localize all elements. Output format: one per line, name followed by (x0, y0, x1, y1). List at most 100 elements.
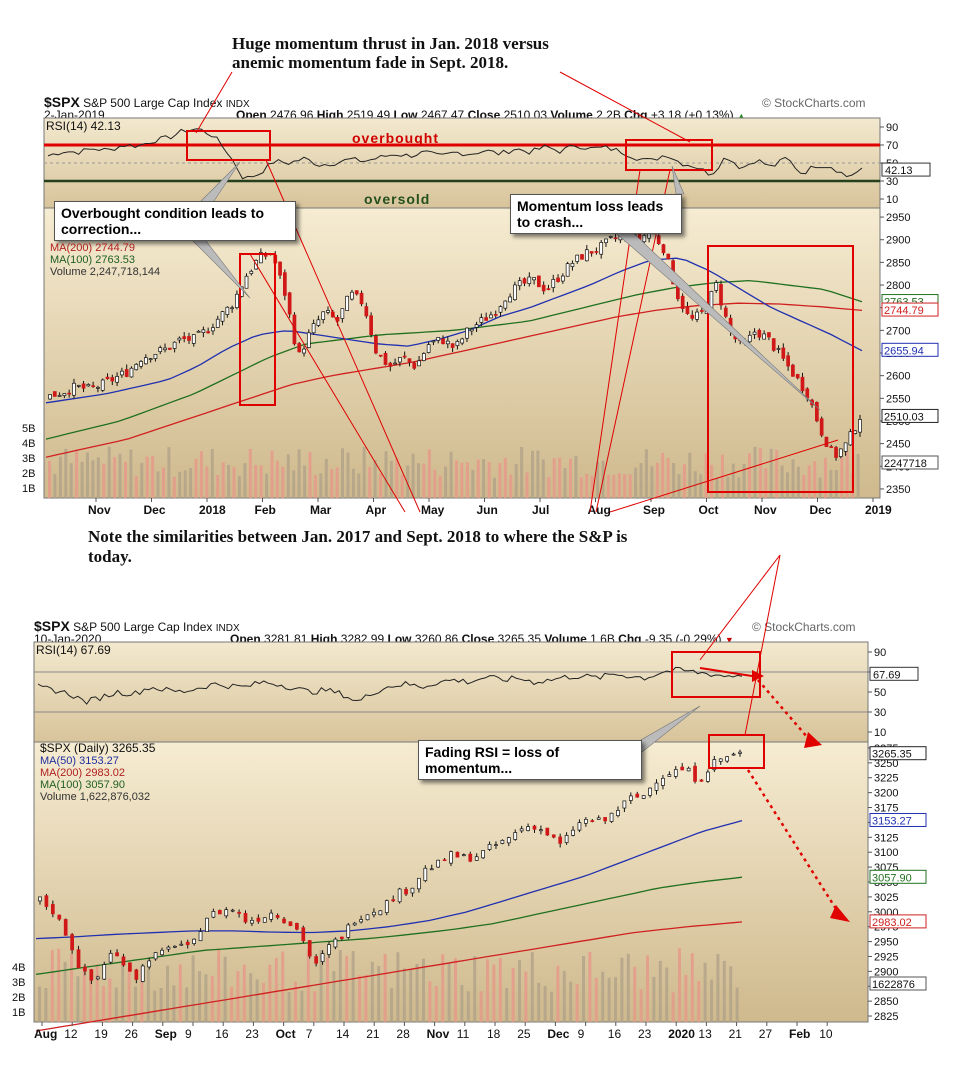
chart2-candle-body (140, 965, 145, 982)
chart1-candle-body (771, 338, 776, 351)
chart1-volume-bar (156, 471, 160, 498)
chart2-volume-bar (409, 969, 413, 1022)
chart1-volume-bar (802, 474, 806, 498)
chart2-candle-body (417, 877, 421, 890)
chart1-candle-body (469, 328, 474, 332)
chart1-candle-body (484, 317, 489, 321)
chart2-x-tick-label: 12 (64, 1027, 78, 1041)
chart2-candle-body (500, 839, 505, 844)
chart1-candle-body (52, 391, 57, 397)
chart1-volume-bar (748, 453, 751, 498)
chart2-candle-body (532, 825, 537, 830)
chart1-watermark: © StockCharts.com (762, 96, 866, 110)
chart1-candle-body (172, 341, 177, 349)
chart2-candle-body (462, 854, 466, 857)
chart1-candle-body (120, 370, 124, 376)
chart1-volume-bar (232, 467, 236, 498)
chart2-candle-body (224, 909, 229, 917)
chart1-candle-body (72, 382, 76, 396)
chart2-ma100-value-label-box (869, 869, 927, 884)
chart2-volume-bar (479, 991, 483, 1022)
chart2-x-tick-label: 10 (819, 1027, 833, 1041)
chart1-candle-body (752, 331, 757, 335)
chart1-rsi-tick-label: 70 (886, 140, 898, 152)
chart2-candle-body (590, 820, 595, 822)
chart2-candle-body (641, 795, 646, 799)
chart2-candle-body (648, 787, 652, 796)
chart2-candle-body (564, 835, 569, 843)
chart1-candle-body (815, 402, 819, 422)
chart1-volume-bar (710, 465, 714, 498)
chart1-candle-body (148, 358, 153, 360)
caption-pointer-line (699, 554, 781, 661)
chart1-candle-body (259, 252, 263, 264)
chart1-volume-bar (411, 453, 415, 498)
chart1-candle-body (776, 348, 781, 350)
chart2-x-tick-label: 21 (366, 1027, 380, 1041)
chart2-price-tick-label: 3175 (874, 803, 898, 815)
chart2-volume-bar (697, 981, 701, 1022)
chart1-volume-bar (227, 464, 231, 498)
chart1-candle-body (426, 344, 431, 353)
chart2-candle-body (352, 922, 357, 926)
chart1-candle-body (263, 254, 268, 257)
chart2-volume-bar (230, 986, 233, 1022)
chart1-candle-body (378, 354, 383, 357)
chart2-candle-body (699, 779, 704, 782)
chart2-legend-ma200: MA(200) 2983.02 (40, 767, 125, 779)
chart2-volume-bar (287, 992, 291, 1022)
chart2-candle-body (333, 938, 338, 948)
chart1-candle-body (57, 395, 62, 397)
chart1-volume-bar (525, 472, 529, 498)
chart1-candle-body (858, 419, 862, 433)
chart2-volume-bar (402, 968, 406, 1022)
chart1-volume-tick-label: 3B (22, 453, 35, 465)
chart1-volume-bar (400, 474, 404, 498)
chart1-rsi-highlight-sep (625, 139, 713, 171)
chart1-candle-body (819, 418, 824, 436)
chart1-candle-body (316, 319, 321, 326)
chart1-volume-bar (509, 474, 513, 498)
chart1-candle-body (498, 306, 503, 313)
chart1-volume-bar (162, 467, 165, 498)
chart2-x-tick-label: 26 (125, 1027, 139, 1041)
chart1-candle-body (786, 355, 790, 367)
chart1-price-tick-label: 2800 (886, 280, 910, 292)
chart1-volume-bar (422, 463, 426, 498)
chart1-volume-bar (758, 448, 762, 498)
chart2-volume-bar (57, 948, 61, 1022)
caption-pointer-line (559, 71, 691, 143)
chart2-candle-body (147, 960, 152, 968)
chart1-candle-body (225, 306, 230, 315)
chart2-ma200-value-label: 2983.02 (872, 917, 912, 929)
chart1-candle-body (546, 288, 551, 290)
chart2-x-tick-label: 14 (336, 1027, 350, 1041)
chart1-candle-body (503, 300, 508, 309)
chart2-volume-bar (351, 951, 355, 1022)
chart1-candle-body (359, 292, 364, 305)
chart1-rsi-tick-label: 90 (886, 122, 898, 134)
chart2-x-tick-label: Nov (427, 1027, 450, 1041)
chart1-candle-body (767, 332, 771, 338)
chart1-last-price-label: 2510.03 (884, 411, 924, 423)
chart2-volume-value-label: 1622876 (872, 979, 915, 991)
chart1-volume-bar (194, 458, 198, 498)
chart1-candle-body (182, 336, 187, 340)
chart1-candle-body (805, 388, 810, 399)
chart2-candle-body (718, 758, 723, 762)
chart2-price-tick-label: 3200 (874, 788, 898, 800)
chart2: 907050301067.693275325032253200317531503… (12, 641, 927, 1041)
chart1-price-tick-label: 2350 (886, 484, 910, 496)
chart2-candle-body (295, 923, 299, 930)
chart1-volume-bar (210, 449, 214, 498)
chart2-candle-body (423, 867, 428, 881)
chart1-volume-bar (379, 473, 382, 498)
chart2-volume-bar (703, 962, 707, 1022)
chart1-x-tick-label: Feb (255, 503, 276, 517)
chart1-volume-bar (335, 467, 339, 498)
chart1-volume-bar (834, 470, 838, 498)
chart1-price-panel (43, 207, 881, 499)
chart1-candle-body (560, 275, 565, 282)
chart1-legend-ma100: MA(100) 2763.53 (50, 254, 135, 266)
chart1-ma200-line (45, 302, 863, 458)
